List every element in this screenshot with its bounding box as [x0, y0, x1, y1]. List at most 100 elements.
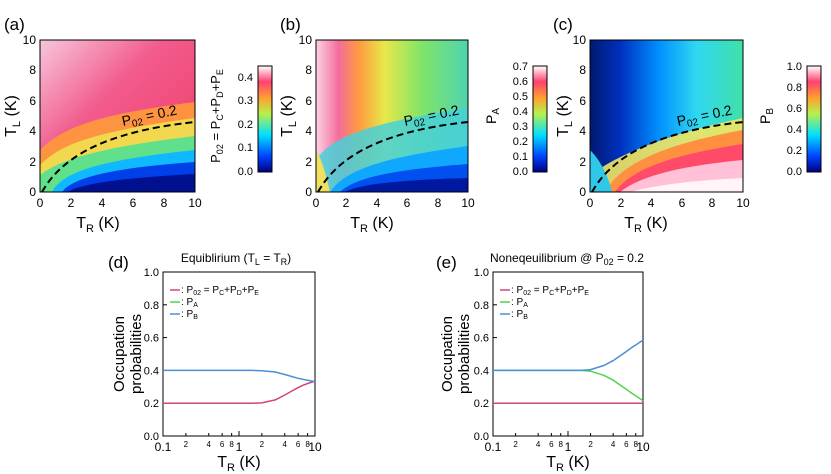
- svg-text:10: 10: [573, 33, 587, 47]
- panel-d-title: Equiblirium (TL = TR): [181, 251, 291, 267]
- panel-a-colorbar: [257, 65, 273, 173]
- svg-text:0.0: 0.0: [238, 166, 253, 178]
- svg-text:6: 6: [305, 94, 312, 108]
- svg-text:8: 8: [305, 63, 312, 77]
- panel-b-label: (b): [280, 15, 301, 34]
- panel-c-label: (c): [553, 15, 573, 34]
- panel-e-legend: : P02 = PC+PD+PE : PA : PB: [500, 285, 589, 321]
- svg-text:4: 4: [99, 196, 106, 210]
- panel-e-ytick: 0.4: [474, 365, 489, 377]
- svg-text:10: 10: [736, 196, 750, 210]
- panel-d-xtick: 2: [184, 440, 189, 449]
- svg-text:0.3: 0.3: [513, 121, 528, 133]
- svg-text:10: 10: [299, 33, 313, 47]
- panel-e-title: Noneqeuilibrium @ P02 = 0.2: [490, 251, 644, 267]
- panel-d-series-line-0: [163, 380, 316, 404]
- panel-e-ylabel: Occupationprobabilities: [439, 314, 473, 394]
- panel-e-xtick: 8: [634, 440, 639, 449]
- panel-e-yticks: 0.0 0.2 0.4 0.6 0.8 1.0: [474, 267, 497, 443]
- panel-a-xticks: 0 2 4 6 8 10: [37, 196, 202, 210]
- svg-text:0.1: 0.1: [238, 142, 253, 154]
- panel-e-ytick: 0.6: [474, 333, 489, 345]
- svg-text:0.2: 0.2: [787, 145, 802, 157]
- panel-c-xticks: 0 2 4 6 8 10: [587, 196, 750, 210]
- panel-e-series: [493, 339, 644, 404]
- legend-pa-text: : PA: [511, 297, 528, 309]
- svg-text:8: 8: [435, 196, 442, 210]
- legend-pb-text: : PB: [181, 309, 198, 321]
- panel-b-colorbar-ticks: 0.0 0.1 0.2 0.3 0.4 0.5 0.6 0.7: [513, 61, 528, 178]
- svg-text:0.6: 0.6: [513, 76, 528, 88]
- panel-d-xtick: 4: [283, 440, 288, 449]
- svg-text:0: 0: [305, 185, 312, 199]
- legend-p02-text: : P02 = PC+PD+PE: [181, 285, 259, 297]
- panel-a-label: (a): [4, 15, 25, 34]
- svg-text:4: 4: [648, 196, 655, 210]
- panel-c-yticks: 0 2 4 6 8 10: [573, 33, 587, 199]
- panel-a-ylabel: TL (K): [3, 95, 23, 137]
- panel-d-xtick: 1: [236, 440, 243, 454]
- svg-text:0: 0: [587, 196, 594, 210]
- panel-d-ytick: 0.0: [144, 431, 159, 443]
- panel-e-xtick: 4: [536, 440, 541, 449]
- svg-text:0: 0: [29, 185, 36, 199]
- panel-e-xlabel: TR (K): [546, 454, 590, 474]
- svg-text:2: 2: [305, 155, 312, 169]
- panel-d-yticks: 0.0 0.2 0.4 0.6 0.8 1.0: [144, 267, 167, 443]
- panel-e-xtick: 4: [611, 440, 616, 449]
- svg-text:2: 2: [68, 196, 75, 210]
- panel-c-ylabel: TL (K): [555, 95, 575, 137]
- panel-d-xtick: 0.1: [155, 440, 172, 454]
- panel-c-heatmap: [590, 40, 743, 192]
- svg-text:0.4: 0.4: [513, 106, 528, 118]
- panel-d-xtick: 6: [220, 440, 225, 449]
- panel-c-colorbar-ticks: 0.0 0.2 0.4 0.6 0.8 1.0: [787, 61, 802, 178]
- panel-b-colorbar-label: PA: [483, 108, 502, 124]
- svg-text:0: 0: [37, 196, 44, 210]
- panel-c-colorbar-label: PB: [757, 108, 776, 124]
- panel-c-colorbar: [806, 65, 822, 173]
- legend-pb-text: : PB: [511, 309, 528, 321]
- panel-e-xtick: 6: [549, 440, 554, 449]
- svg-text:0.7: 0.7: [513, 61, 528, 73]
- svg-text:4: 4: [29, 124, 36, 138]
- svg-text:6: 6: [130, 196, 137, 210]
- legend-p02-text: : P02 = PC+PD+PE: [511, 285, 589, 297]
- panel-e-xtick: 6: [624, 440, 629, 449]
- panel-d-ytick: 0.2: [144, 398, 159, 410]
- panel-d-xlabel: TR (K): [217, 454, 261, 474]
- svg-text:0.6: 0.6: [787, 103, 802, 115]
- svg-text:0.1: 0.1: [513, 151, 528, 163]
- svg-text:0.3: 0.3: [238, 95, 253, 107]
- svg-text:0: 0: [313, 196, 320, 210]
- panel-d-ytick: 0.4: [144, 365, 159, 377]
- panel-a-colorbar-label: P02 = PC+PD+PE: [208, 69, 225, 163]
- panel-e-ytick: 0.8: [474, 300, 489, 312]
- panel-d-ytick: 0.6: [144, 333, 159, 345]
- panel-e-ytick: 0.2: [474, 398, 489, 410]
- panel-d-xtick: 2: [260, 440, 265, 449]
- panel-d-xtick: 10: [308, 440, 322, 454]
- panel-d-xtick: 8: [305, 440, 310, 449]
- panel-e-xtick: 10: [636, 440, 650, 454]
- svg-text:6: 6: [404, 196, 411, 210]
- panel-d-series-line-2: [163, 369, 316, 383]
- panel-b-xlabel: TR (K): [350, 215, 394, 235]
- panel-e-xtick: 2: [588, 440, 593, 449]
- svg-text:0: 0: [579, 185, 586, 199]
- svg-text:8: 8: [709, 196, 716, 210]
- svg-text:10: 10: [23, 33, 37, 47]
- svg-text:4: 4: [374, 196, 381, 210]
- panel-e: (e) Noneqeuilibrium @ P02 = 0.2 0.0 0.2 0.…: [436, 251, 650, 474]
- panel-e-label: (e): [436, 253, 457, 272]
- panel-e-ytick: 0.0: [474, 431, 489, 443]
- panel-a-heatmap: [40, 40, 195, 192]
- panel-d-ytick: 1.0: [144, 267, 159, 279]
- panel-e-xtick: 0.1: [485, 440, 502, 454]
- panel-b-yticks: 0 2 4 6 8 10: [299, 33, 313, 199]
- panel-e-xtick: 2: [513, 440, 518, 449]
- panel-d-ytick: 0.8: [144, 300, 159, 312]
